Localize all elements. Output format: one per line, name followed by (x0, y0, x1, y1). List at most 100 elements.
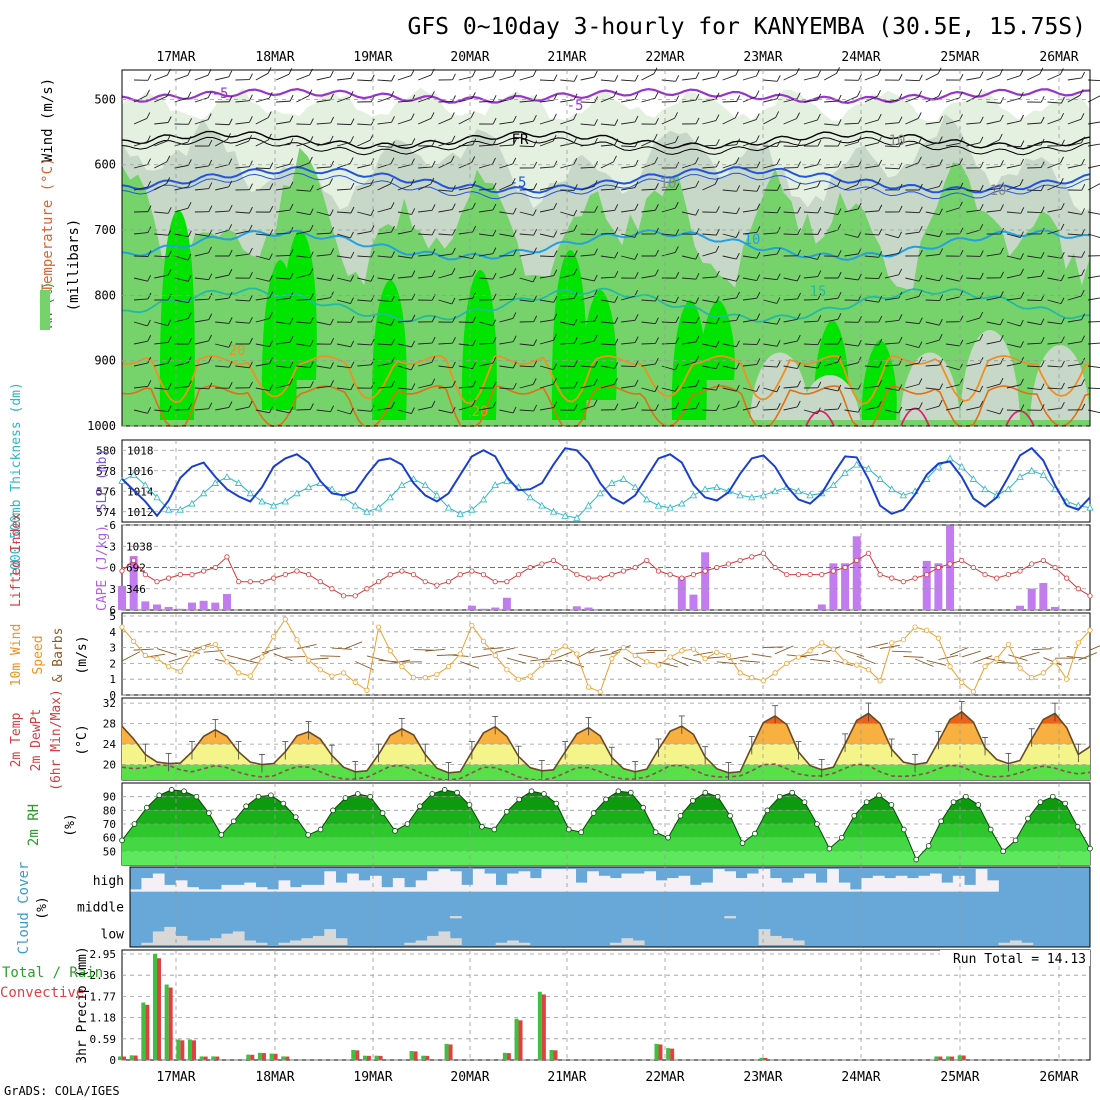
rh2m-point (938, 818, 944, 825)
temp-tick: 32 (103, 697, 116, 710)
rh2m-point (255, 793, 262, 800)
precip-conv-bar (261, 1053, 266, 1060)
precip-rain-bar (409, 1051, 414, 1060)
date-label-bottom: 24MAR (841, 1070, 880, 1085)
wind-barb-flag (512, 230, 517, 237)
wind-barb-flag (817, 253, 821, 260)
wind-barb-flag (288, 68, 293, 75)
wind-barb-flag (939, 116, 943, 123)
wind-barb-flag (938, 399, 943, 407)
precip-tick: 0.59 (90, 1033, 117, 1046)
label-2m-rh: 2m RH (26, 804, 42, 846)
wind-barb (824, 229, 838, 235)
wind-barb-flag (614, 75, 619, 82)
wind-barb-flag (533, 295, 537, 302)
contour-label: 10 (660, 176, 677, 192)
wind-barb (864, 210, 879, 213)
wind-barb (296, 189, 311, 192)
wind-barb-flag (715, 404, 720, 411)
label-precip-unit: 3hr Precip (mm) (75, 946, 90, 1063)
wind-barb-flag (451, 203, 456, 210)
wind-barb (215, 274, 229, 279)
wind-barb-flag (776, 385, 781, 393)
precip-rain-bar (421, 1055, 426, 1060)
wind10-barb (413, 649, 434, 651)
precip-conv-bar (285, 1056, 290, 1060)
wind-barb-flag (715, 92, 720, 100)
wind-speed-point (889, 640, 895, 646)
wind-barb (1067, 142, 1082, 147)
wind-barb-flag (593, 378, 598, 386)
contour-label: 10 (889, 133, 906, 149)
cape-bar (1016, 605, 1025, 610)
wind-barb-flag (431, 270, 436, 277)
wind-barb-flag (614, 138, 619, 145)
wind-barb (702, 409, 717, 412)
wind-barb (479, 233, 494, 237)
rh2m-point (901, 826, 907, 833)
wind-barb (580, 101, 595, 104)
wind-barb-flag (1040, 404, 1045, 411)
precip-conv-bar (541, 994, 546, 1060)
thickness-point (946, 454, 954, 462)
wind-barb (1006, 297, 1021, 301)
wind-speed-point (1075, 640, 1081, 646)
rh2m-point (789, 789, 795, 796)
wind10-barb (250, 651, 269, 661)
precip-conv-bar (518, 1020, 523, 1060)
wind-barb-flag (898, 116, 903, 123)
wind-barb-flag (330, 160, 335, 168)
wind-barb-flag (492, 138, 497, 146)
wind10-barb (1019, 651, 1040, 658)
wind-barb (316, 76, 331, 81)
li-point (259, 579, 265, 585)
wind-barb (438, 409, 453, 414)
wind-speed-point (679, 648, 685, 654)
wind-barb (925, 73, 939, 81)
wind-barb-flag (1081, 313, 1086, 320)
wind-barb-flag (695, 180, 700, 188)
li-point (422, 579, 428, 585)
wind10-barb (576, 648, 595, 659)
wind-barb (763, 117, 776, 125)
precip-tick: 2.95 (90, 948, 117, 961)
wind10-barb (378, 659, 399, 663)
thickness-tick: 574 (96, 506, 116, 519)
wind-barb-flag (492, 117, 497, 125)
wind-barb (641, 321, 656, 325)
wind10-barb (273, 653, 293, 662)
wind-barb-flag (390, 202, 395, 209)
thickness-point (654, 501, 663, 509)
wind-barb-flag (999, 377, 1004, 385)
wind-barb-flag (695, 209, 700, 216)
wind-barb-flag (187, 91, 192, 99)
wind-barb-flag (674, 201, 679, 209)
wind-barb-flag (289, 361, 294, 369)
wind-barb (844, 122, 859, 125)
rh2m-point (131, 821, 138, 827)
wind-barb-flag (938, 334, 943, 341)
wind-barb-flag (959, 249, 964, 257)
wind-barb-flag (837, 223, 842, 231)
wind-barb-flag (1040, 251, 1045, 259)
wind-barb-flag (147, 356, 152, 364)
wind-barb (905, 383, 920, 389)
wind-barb-flag (167, 269, 172, 276)
wind-barb-flag (999, 335, 1004, 342)
wind-speed-point (550, 649, 557, 655)
temp-tick: 24 (103, 738, 117, 751)
cape-bar (176, 608, 185, 610)
li-point (737, 557, 743, 564)
wind-barb (377, 207, 392, 213)
wind-barb-flag (614, 296, 619, 303)
wind-barb-flag (472, 225, 477, 233)
slp-frame (121, 439, 1091, 523)
run-total: Run Total = 14.13 (953, 952, 1086, 967)
wind-barb-flag (228, 341, 233, 348)
cloud-high-bar (152, 873, 165, 892)
wind-barb (621, 187, 636, 191)
cloud-high-bar (267, 889, 279, 892)
wind-barb-flag (451, 361, 456, 368)
wind-barb (844, 362, 859, 367)
wind-barb (783, 340, 798, 345)
